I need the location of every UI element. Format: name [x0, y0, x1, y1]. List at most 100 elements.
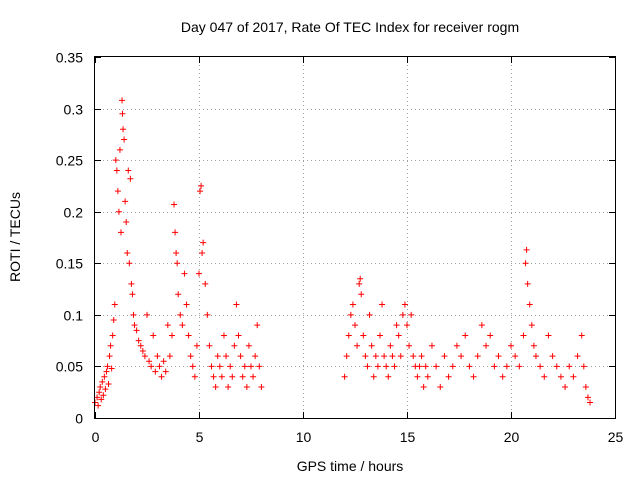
data-point — [105, 380, 112, 387]
data-point — [199, 249, 206, 256]
data-point — [146, 358, 153, 365]
data-point — [173, 249, 180, 256]
data-point — [119, 97, 126, 104]
data-point — [131, 322, 138, 329]
x-axis-title: GPS time / hours — [297, 458, 404, 474]
data-point — [381, 353, 388, 360]
data-point — [391, 363, 398, 370]
data-point — [96, 389, 103, 396]
data-point — [191, 373, 198, 380]
data-point — [424, 373, 431, 380]
data-point — [580, 363, 587, 370]
data-point — [164, 322, 171, 329]
data-point — [522, 260, 529, 267]
data-point — [368, 342, 375, 349]
data-point — [148, 363, 155, 370]
data-point — [229, 373, 236, 380]
data-point — [97, 384, 104, 391]
data-point — [223, 353, 230, 360]
data-point — [516, 363, 523, 370]
data-point — [584, 394, 591, 401]
data-point — [356, 280, 363, 287]
data-point — [470, 373, 477, 380]
data-point — [122, 198, 129, 205]
data-point — [354, 342, 361, 349]
data-points — [92, 97, 594, 409]
data-point — [524, 280, 531, 287]
plot-frame — [94, 56, 616, 419]
data-point — [104, 363, 111, 370]
data-point — [120, 126, 127, 133]
data-point — [197, 188, 204, 195]
x-tick-label: 15 — [400, 429, 416, 445]
data-point — [174, 260, 181, 267]
data-point — [100, 392, 107, 399]
data-point — [156, 363, 163, 370]
data-point — [360, 332, 367, 339]
y-tick-label: 0.25 — [56, 153, 83, 169]
data-point — [499, 373, 506, 380]
data-point — [212, 384, 219, 391]
data-point — [111, 301, 118, 308]
data-point — [141, 353, 148, 360]
data-point — [458, 353, 465, 360]
data-point — [137, 342, 144, 349]
data-point — [206, 342, 213, 349]
data-point — [248, 363, 254, 370]
data-point — [95, 402, 102, 409]
data-point — [416, 363, 423, 370]
data-point — [154, 353, 161, 360]
data-point — [379, 301, 386, 308]
data-point — [135, 337, 142, 344]
data-point — [393, 322, 400, 329]
data-point — [127, 175, 134, 182]
x-tick-labels: 0 5 10 15 20 25 — [92, 429, 624, 445]
data-point — [566, 363, 573, 370]
data-point — [129, 291, 136, 298]
data-point — [404, 322, 410, 329]
data-point — [98, 396, 105, 403]
data-point — [214, 353, 221, 360]
data-point — [406, 342, 413, 349]
data-point — [220, 332, 227, 339]
data-point — [399, 311, 406, 318]
data-point — [374, 363, 381, 370]
data-point — [508, 342, 514, 349]
data-point — [549, 353, 556, 360]
data-point — [218, 373, 225, 380]
data-point — [210, 373, 217, 380]
data-point — [414, 373, 421, 380]
data-point — [395, 332, 402, 339]
data-point — [491, 363, 498, 370]
data-point — [118, 229, 124, 236]
data-point — [202, 280, 209, 287]
data-point — [512, 353, 519, 360]
data-point — [125, 167, 132, 174]
data-point — [418, 353, 425, 360]
data-point — [227, 363, 234, 370]
data-point — [358, 291, 365, 298]
data-point — [216, 363, 223, 370]
data-point — [528, 322, 535, 329]
data-point — [428, 342, 435, 349]
data-point — [466, 363, 473, 370]
data-point — [124, 249, 131, 256]
data-point — [107, 342, 114, 349]
data-point — [189, 363, 196, 370]
data-point — [158, 373, 165, 380]
data-point — [99, 378, 106, 385]
data-point — [179, 322, 186, 329]
data-point — [233, 301, 240, 308]
y-tick-label: 0.35 — [56, 50, 83, 66]
data-point — [152, 368, 159, 375]
data-point — [108, 365, 115, 372]
data-point — [245, 342, 252, 349]
data-point — [119, 110, 126, 117]
data-point — [545, 332, 552, 339]
data-point — [121, 136, 128, 143]
data-point — [474, 353, 481, 360]
data-point — [114, 188, 121, 195]
data-point — [181, 270, 188, 277]
data-point — [231, 342, 238, 349]
data-point — [422, 363, 429, 370]
